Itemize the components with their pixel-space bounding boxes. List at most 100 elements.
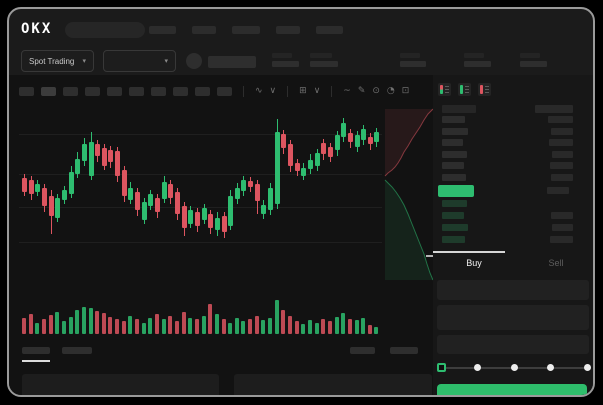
price-input[interactable]	[437, 280, 589, 300]
tab-buy[interactable]: Buy	[466, 258, 482, 268]
timeframe-button[interactable]	[63, 86, 78, 96]
total-input[interactable]	[437, 335, 589, 354]
stat-label-placeholder	[400, 53, 420, 58]
last-price-bar[interactable]	[438, 185, 474, 197]
order-book-mode-switcher	[438, 83, 491, 96]
indicator-icon[interactable]: ∿	[255, 86, 263, 96]
coin-icon	[186, 53, 202, 69]
volume-bar	[161, 319, 166, 334]
timeframe-button[interactable]	[41, 86, 56, 96]
book-mode-combined-icon[interactable]	[438, 83, 451, 96]
order-book-row[interactable]	[433, 173, 593, 181]
volume-bar	[354, 320, 359, 334]
timeframe-button[interactable]	[85, 86, 100, 96]
bottom-link-placeholder[interactable]	[390, 347, 418, 354]
bottom-tab-placeholder[interactable]	[62, 347, 92, 354]
mode-bar	[460, 85, 463, 94]
nav-item-placeholder[interactable]	[276, 26, 300, 34]
pair-select[interactable]: ▾	[103, 50, 176, 72]
order-book-row[interactable]	[433, 150, 593, 158]
volume-bar	[208, 304, 213, 334]
slider-step-dot[interactable]	[510, 364, 518, 371]
volume-bar	[314, 323, 319, 334]
candle-body	[75, 159, 81, 174]
timeframe-button[interactable]	[107, 86, 122, 96]
mode-line	[445, 89, 449, 90]
tab-sell[interactable]: Sell	[548, 258, 564, 268]
stat-value-placeholder	[464, 61, 491, 67]
order-book-row[interactable]	[433, 162, 593, 169]
candle-body	[155, 198, 160, 212]
fullscreen-icon[interactable]: ⊡	[401, 86, 410, 96]
nav-item-placeholder[interactable]	[232, 26, 260, 34]
volume-bar	[341, 313, 346, 334]
candle-body	[148, 194, 154, 206]
timeframe-button[interactable]	[173, 86, 188, 96]
slider-handle[interactable]	[436, 363, 446, 372]
price-placeholder	[442, 139, 463, 146]
volume-bar	[88, 308, 93, 334]
chevron-down-icon[interactable]: ∨	[269, 86, 277, 96]
market-type-select[interactable]: Spot Trading ▾	[21, 50, 94, 72]
camera-icon[interactable]: ⊙	[372, 86, 380, 96]
timeframe-button[interactable]	[129, 86, 144, 96]
bottom-link-placeholder[interactable]	[350, 347, 375, 354]
candlestick-chart[interactable]	[19, 104, 382, 294]
candle-body	[108, 150, 114, 162]
nav-item-placeholder[interactable]	[316, 26, 343, 34]
draw-icon[interactable]: ✎	[357, 86, 366, 96]
amount-input[interactable]	[437, 305, 589, 330]
buy-button[interactable]	[437, 384, 587, 395]
volume-bar	[327, 321, 332, 334]
candle-body	[95, 144, 101, 156]
volume-bar	[81, 307, 86, 334]
bottom-tab-placeholder[interactable]	[22, 347, 50, 354]
slider-step-dot[interactable]	[547, 364, 554, 371]
mode-line	[465, 86, 469, 87]
order-book-row[interactable]	[433, 212, 593, 219]
order-book-row[interactable]	[433, 116, 593, 123]
search-input[interactable]	[65, 22, 145, 38]
settings-icon[interactable]: ◔	[386, 86, 395, 96]
amount-placeholder	[552, 150, 573, 158]
book-mode-asks-icon[interactable]	[478, 83, 491, 96]
toolbar-divider	[331, 85, 333, 97]
order-book-row[interactable]	[433, 105, 593, 113]
price-placeholder	[442, 200, 467, 207]
candle-style-icon[interactable]: ⊞	[299, 86, 307, 96]
candle-body	[208, 214, 214, 228]
volume-bar	[55, 312, 60, 334]
slider-step-dot[interactable]	[474, 364, 481, 371]
stat-value-placeholder	[272, 61, 299, 67]
order-book-row[interactable]	[433, 200, 593, 207]
order-book-row[interactable]	[433, 224, 593, 231]
book-mode-bids-icon[interactable]	[458, 83, 471, 96]
toolbar-divider	[287, 85, 289, 97]
volume-bar	[35, 323, 40, 334]
line-tool-icon[interactable]: ~	[343, 86, 351, 96]
pair-name-placeholder	[208, 56, 256, 68]
timeframe-button[interactable]	[195, 86, 210, 96]
candle-body	[374, 132, 380, 142]
volume-bar	[248, 319, 253, 334]
timeframe-button[interactable]	[217, 86, 232, 96]
chevron-down-icon[interactable]: ∨	[313, 86, 321, 96]
nav-item-placeholder[interactable]	[192, 26, 216, 34]
volume-bar	[135, 319, 140, 334]
volume-bar	[48, 315, 53, 334]
order-book-row[interactable]	[433, 127, 593, 135]
candle-body	[135, 192, 141, 210]
stat-label-placeholder	[464, 53, 484, 58]
amount-placeholder	[550, 236, 573, 243]
volume-bar	[75, 310, 80, 334]
timeframe-button[interactable]	[151, 86, 166, 96]
volume-bar	[268, 318, 273, 334]
order-book-row[interactable]	[433, 139, 593, 146]
mode-line	[445, 86, 449, 87]
order-book-row[interactable]	[433, 236, 593, 243]
volume-bar	[128, 316, 133, 334]
stat-label-placeholder	[520, 53, 540, 58]
nav-item-placeholder[interactable]	[149, 26, 176, 34]
slider-step-dot[interactable]	[583, 364, 591, 371]
timeframe-button[interactable]	[19, 86, 34, 96]
